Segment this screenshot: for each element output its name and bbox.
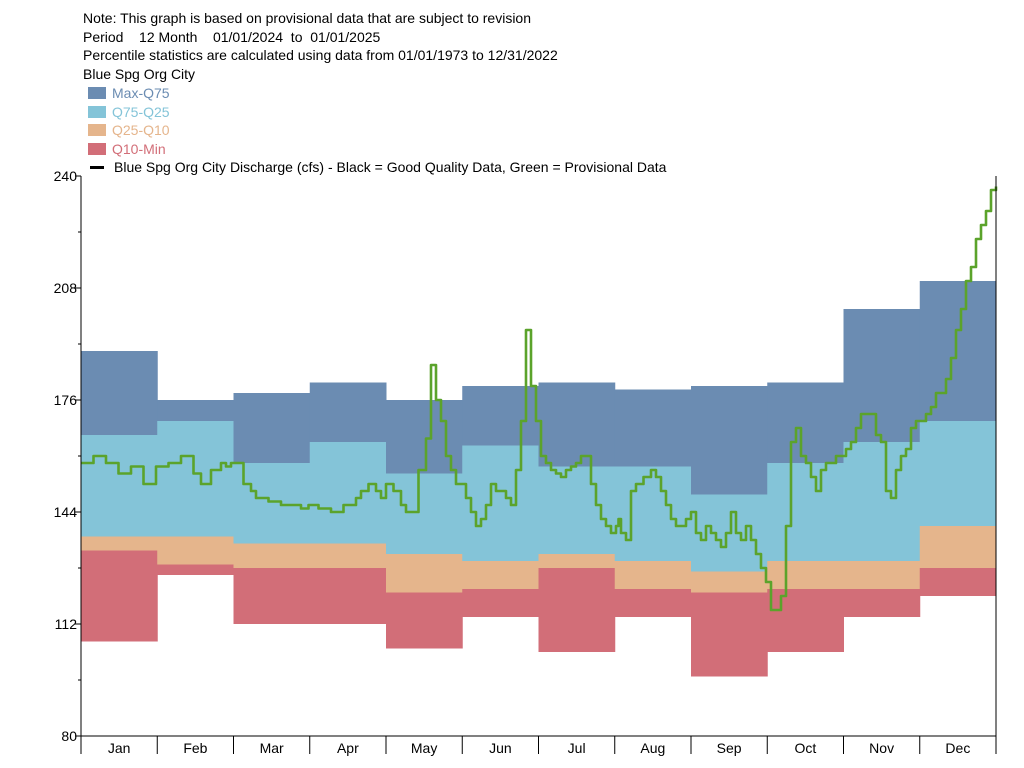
band-q75-q25-jun: [462, 445, 539, 561]
band-q75-q25-apr: [309, 442, 387, 544]
band-q10-min-nov: [843, 589, 921, 617]
band-q75-q25-feb: [157, 421, 234, 537]
band-max-q75-feb: [157, 400, 234, 421]
legend-item-q75-q25: Q75-Q25: [88, 103, 666, 122]
band-q75-q25-jan: [81, 435, 158, 537]
x-tick-label-jan: Jan: [108, 740, 131, 756]
band-q10-min-aug: [614, 589, 692, 617]
band-q10-min-apr: [309, 568, 387, 624]
band-q10-min-dec: [919, 568, 997, 596]
legend-line-marker: [90, 166, 104, 170]
x-tick-label-sep: Sep: [717, 740, 742, 756]
y-tick-label: 208: [54, 280, 78, 296]
band-q25-q10-nov: [843, 561, 921, 589]
band-q10-min-jun: [462, 589, 539, 617]
x-tick-label-nov: Nov: [869, 740, 894, 756]
x-tick-label-mar: Mar: [260, 740, 284, 756]
legend-item-q25-q10: Q25-Q10: [88, 121, 666, 140]
legend-item-discharge: Blue Spg Org City Discharge (cfs) - Blac…: [88, 158, 666, 177]
band-max-q75-dec: [919, 281, 997, 421]
band-q10-min-jul: [538, 568, 616, 652]
band-max-q75-nov: [843, 309, 921, 442]
band-q25-q10-oct: [767, 561, 844, 589]
band-q75-q25-oct: [767, 463, 844, 561]
band-q25-q10-aug: [614, 561, 692, 589]
x-tick-label-oct: Oct: [794, 740, 816, 756]
band-max-q75-mar: [233, 393, 311, 463]
band-max-q75-jul: [538, 382, 616, 467]
x-tick-label-dec: Dec: [945, 740, 970, 756]
band-q10-min-feb: [157, 564, 234, 575]
legend-swatch: [88, 87, 106, 100]
legend: Max-Q75 Q75-Q25 Q25-Q10 Q10-Min Blue Spg…: [88, 84, 666, 177]
stats-line: Percentile statistics are calculated usi…: [83, 47, 558, 64]
legend-label: Q25-Q10: [112, 122, 170, 139]
band-q25-q10-jul: [538, 554, 616, 568]
band-q75-q25-aug: [614, 466, 692, 561]
x-tick-label-feb: Feb: [183, 740, 207, 756]
legend-swatch: [88, 105, 106, 118]
legend-label: Blue Spg Org City Discharge (cfs) - Blac…: [114, 159, 667, 176]
y-tick-label: 80: [61, 728, 77, 744]
band-q10-min-mar: [233, 568, 311, 624]
band-q25-q10-apr: [309, 543, 387, 568]
legend-label: Q75-Q25: [112, 103, 170, 120]
x-tick-label-may: May: [411, 740, 437, 756]
y-tick-label: 240: [54, 168, 78, 184]
band-max-q75-sep: [691, 386, 768, 495]
legend-item-max-q75: Max-Q75: [88, 84, 666, 103]
band-q10-min-may: [386, 592, 463, 649]
band-q25-q10-may: [386, 554, 463, 593]
band-max-q75-oct: [767, 382, 844, 463]
band-q25-q10-jun: [462, 561, 539, 589]
band-q10-min-jan: [81, 550, 158, 642]
y-tick-label: 176: [54, 392, 78, 408]
y-tick-label: 112: [55, 616, 78, 632]
legend-swatch: [88, 143, 106, 156]
site-name: Blue Spg Org City: [83, 65, 196, 82]
band-q10-min-oct: [767, 589, 844, 652]
band-q75-q25-dec: [919, 421, 997, 526]
band-max-q75-apr: [309, 382, 387, 442]
x-tick-label-jun: Jun: [489, 740, 512, 756]
band-q25-q10-dec: [919, 526, 997, 568]
band-max-q75-jun: [462, 386, 539, 446]
y-tick-label: 144: [54, 504, 78, 520]
header-block: Note: This graph is based on provisional…: [83, 9, 558, 83]
discharge-series-line: [81, 186, 998, 612]
x-tick-label-apr: Apr: [337, 740, 359, 756]
provisional-note: Note: This graph is based on provisional…: [83, 10, 531, 26]
band-max-q75-aug: [614, 389, 692, 467]
band-q25-q10-mar: [233, 543, 311, 568]
x-tick-label-jul: Jul: [568, 740, 586, 756]
band-q75-q25-nov: [843, 442, 921, 561]
legend-item-q10-min: Q10-Min: [88, 140, 666, 159]
band-q25-q10-sep: [691, 571, 768, 593]
band-q10-min-sep: [691, 592, 768, 677]
band-q75-q25-jul: [538, 466, 616, 554]
band-q75-q25-mar: [233, 463, 311, 544]
band-max-q75-jan: [81, 351, 158, 435]
period-line: Period 12 Month 01/01/2024 to 01/01/2025: [83, 28, 381, 45]
band-q25-q10-feb: [157, 536, 234, 565]
band-q25-q10-jan: [81, 536, 158, 551]
band-q75-q25-may: [386, 473, 463, 554]
legend-label: Q10-Min: [112, 140, 166, 157]
legend-label: Max-Q75: [112, 85, 170, 101]
x-tick-label-aug: Aug: [640, 740, 665, 756]
legend-swatch: [88, 124, 106, 137]
